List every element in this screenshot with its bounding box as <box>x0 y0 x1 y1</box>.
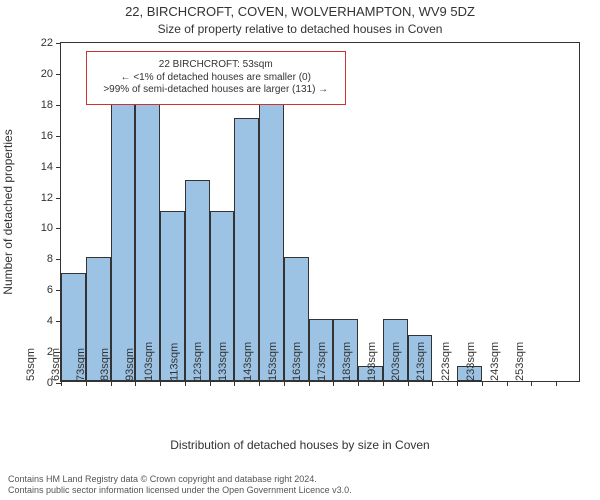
x-tick-label: 63sqm <box>44 348 62 381</box>
x-tick <box>259 381 260 386</box>
x-tick-label: 73sqm <box>68 348 86 381</box>
x-tick-label: 83sqm <box>93 348 111 381</box>
x-tick <box>111 381 112 386</box>
y-tick-label: 10 <box>41 222 61 234</box>
chart-title: 22, BIRCHCROFT, COVEN, WOLVERHAMPTON, WV… <box>0 4 600 19</box>
y-tick-label: 12 <box>41 192 61 204</box>
y-tick-label: 16 <box>41 130 61 142</box>
x-tick-label: 93sqm <box>118 348 136 381</box>
y-tick-label: 14 <box>41 161 61 173</box>
x-tick-label: 153sqm <box>260 342 278 381</box>
x-tick <box>482 381 483 386</box>
x-axis-label: Distribution of detached houses by size … <box>0 438 600 452</box>
footer-line-1: Contains HM Land Registry data © Crown c… <box>8 474 352 485</box>
x-tick-label: 53sqm <box>19 348 37 381</box>
x-tick <box>333 381 334 386</box>
x-tick <box>556 381 557 386</box>
x-tick <box>457 381 458 386</box>
bar <box>135 103 160 381</box>
x-tick <box>61 381 62 386</box>
annotation-box: 22 BIRCHCROFT: 53sqm← <1% of detached ho… <box>86 51 346 105</box>
x-tick <box>309 381 310 386</box>
y-tick-label: 4 <box>47 315 61 327</box>
plot-area: 024681012141618202253sqm63sqm73sqm83sqm9… <box>60 42 580 382</box>
bar <box>259 103 284 381</box>
x-tick-label: 183sqm <box>335 342 353 381</box>
y-tick-label: 20 <box>41 68 61 80</box>
y-tick-label: 22 <box>41 37 61 49</box>
x-tick-label: 113sqm <box>162 343 180 381</box>
x-tick-label: 203sqm <box>384 342 402 381</box>
x-tick-label: 133sqm <box>211 342 229 381</box>
x-tick <box>432 381 433 386</box>
x-tick <box>284 381 285 386</box>
x-tick <box>185 381 186 386</box>
x-tick <box>507 381 508 386</box>
x-tick <box>383 381 384 386</box>
footer-attribution: Contains HM Land Registry data © Crown c… <box>8 474 352 497</box>
x-tick-label: 233sqm <box>459 342 477 381</box>
x-tick-label: 253sqm <box>508 342 526 381</box>
x-tick <box>531 381 532 386</box>
x-tick-label: 143sqm <box>236 342 254 381</box>
x-tick <box>234 381 235 386</box>
x-tick <box>135 381 136 386</box>
y-tick-label: 6 <box>47 284 61 296</box>
x-tick <box>86 381 87 386</box>
x-tick <box>210 381 211 386</box>
x-tick <box>408 381 409 386</box>
y-tick-label: 18 <box>41 99 61 111</box>
y-axis-label: Number of detached properties <box>1 129 15 294</box>
y-tick-label: 8 <box>47 253 61 265</box>
x-tick <box>358 381 359 386</box>
annotation-line: 22 BIRCHCROFT: 53sqm <box>159 59 273 72</box>
x-tick-label: 223sqm <box>434 342 452 381</box>
footer-line-2: Contains public sector information licen… <box>8 485 352 496</box>
x-tick-label: 243sqm <box>483 342 501 381</box>
chart-subtitle: Size of property relative to detached ho… <box>0 22 600 36</box>
annotation-line: >99% of semi-detached houses are larger … <box>103 84 328 97</box>
x-tick-label: 213sqm <box>409 342 427 381</box>
x-tick-label: 123sqm <box>186 342 204 381</box>
x-tick-label: 193sqm <box>360 342 378 381</box>
x-tick <box>160 381 161 386</box>
annotation-line: ← <1% of detached houses are smaller (0) <box>121 72 311 85</box>
bar <box>111 103 136 381</box>
x-tick-label: 173sqm <box>310 342 328 381</box>
x-tick-label: 103sqm <box>137 342 155 381</box>
x-tick-label: 163sqm <box>285 342 303 381</box>
